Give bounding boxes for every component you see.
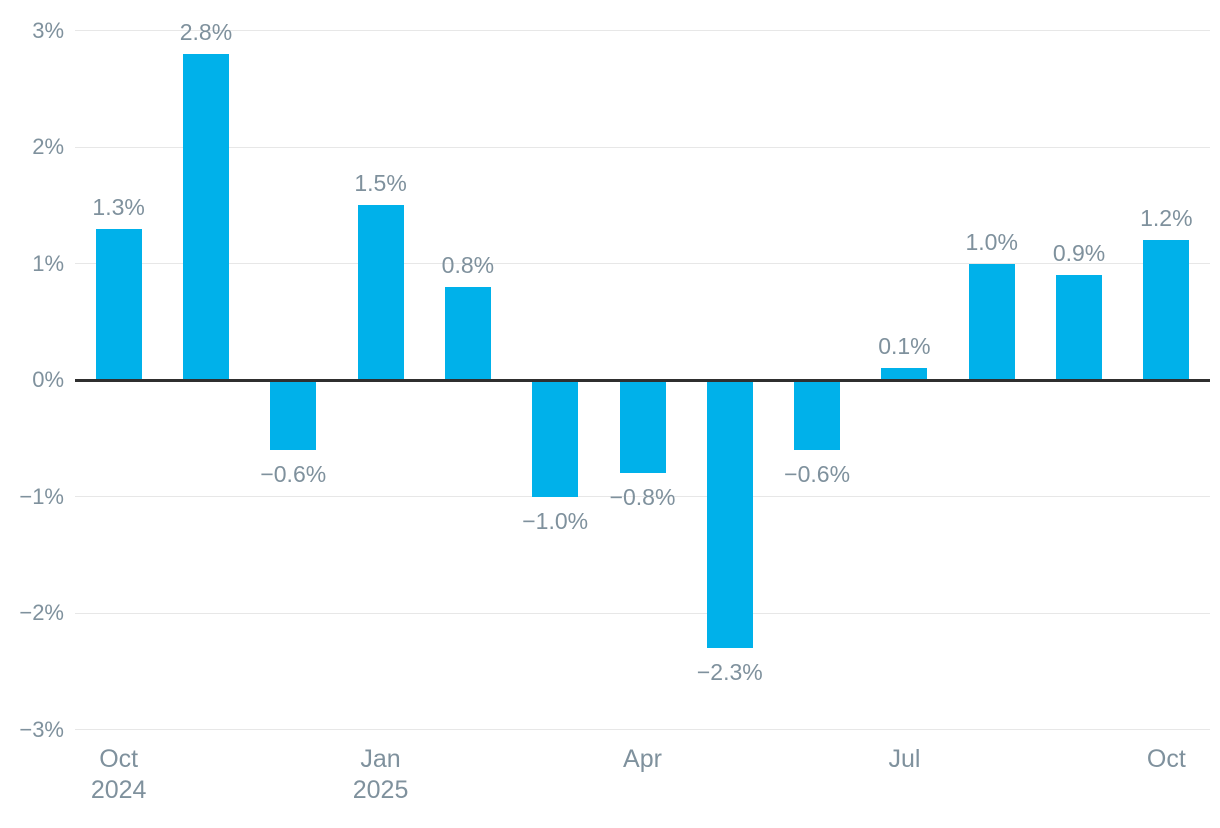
y-axis-tick-label: 2% bbox=[32, 134, 64, 159]
x-axis-tick-line: 2024 bbox=[90, 776, 147, 804]
bar bbox=[532, 380, 579, 497]
bar bbox=[1143, 240, 1190, 380]
bar bbox=[95, 228, 142, 380]
bar-value-label: −0.8% bbox=[609, 484, 676, 511]
y-axis-tick-label: −2% bbox=[19, 600, 64, 625]
y-axis-tick-label: 3% bbox=[32, 17, 64, 43]
x-axis-tick-line: 2025 bbox=[352, 776, 409, 804]
x-axis-tick-label: Oct bbox=[1081, 744, 1220, 775]
x-axis-tick-line: Apr bbox=[623, 745, 662, 773]
bar bbox=[881, 368, 928, 380]
bar-value-label: 0.8% bbox=[441, 251, 495, 278]
bar bbox=[794, 380, 841, 450]
y-axis-tick-label: 0% bbox=[32, 367, 64, 392]
bar-value-label: 1.5% bbox=[354, 170, 407, 197]
bar bbox=[706, 380, 753, 648]
gridline bbox=[75, 496, 1210, 497]
x-axis-tick-label: Jul bbox=[819, 744, 989, 775]
bar bbox=[968, 263, 1015, 380]
bar bbox=[444, 286, 491, 380]
bar-value-label: 2.8% bbox=[179, 18, 233, 45]
x-axis-tick-line: Jul bbox=[888, 745, 921, 773]
bar-value-label: −1.0% bbox=[522, 507, 589, 534]
bar-value-label: −0.6% bbox=[260, 460, 327, 487]
gridline bbox=[75, 30, 1210, 31]
gridline bbox=[75, 612, 1210, 614]
gridline bbox=[75, 146, 1210, 148]
bar bbox=[619, 380, 666, 474]
x-axis-tick-line: Oct bbox=[99, 745, 139, 773]
x-axis-tick-label: Apr bbox=[558, 744, 728, 775]
bar-value-label: −0.6% bbox=[784, 460, 851, 487]
x-axis-tick-line: Jan bbox=[360, 745, 401, 773]
gridline bbox=[75, 729, 1210, 730]
bar-value-label: 1.2% bbox=[1140, 205, 1193, 232]
bar bbox=[270, 380, 317, 450]
bar bbox=[357, 205, 404, 380]
gridline bbox=[75, 263, 1210, 264]
bar-value-label: 0.9% bbox=[1052, 240, 1106, 267]
y-axis-tick-label: −3% bbox=[19, 716, 64, 742]
bar-value-label: 1.0% bbox=[965, 228, 1018, 255]
bar-value-label: −2.3% bbox=[696, 658, 763, 685]
bar bbox=[182, 53, 229, 380]
zero-baseline bbox=[75, 378, 1210, 382]
bar bbox=[1056, 275, 1103, 380]
bar-value-label: 1.3% bbox=[92, 193, 145, 220]
y-axis-tick-label: 1% bbox=[32, 250, 64, 276]
bar-value-label: 0.1% bbox=[878, 333, 931, 360]
x-axis-tick-label: Jan 2025 bbox=[296, 744, 466, 806]
y-axis-tick-label: −1% bbox=[19, 483, 64, 509]
x-axis-tick-label: Oct 2024 bbox=[34, 744, 204, 806]
x-axis-tick-line: Oct bbox=[1146, 745, 1186, 773]
